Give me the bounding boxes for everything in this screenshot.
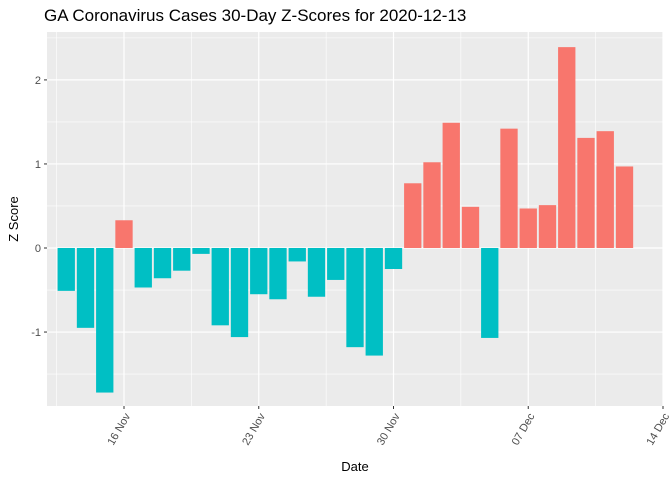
x-tick-label: 07 Dec <box>510 411 538 448</box>
bar <box>173 247 191 271</box>
bar <box>269 247 287 300</box>
bar <box>288 247 306 262</box>
bar <box>461 206 480 248</box>
bar <box>615 166 634 248</box>
y-tick-label: 1 <box>35 159 41 171</box>
bar <box>423 162 441 248</box>
bar <box>519 208 537 248</box>
y-tick-label: -1 <box>31 327 41 339</box>
bar <box>76 247 95 328</box>
x-axis-title: Date <box>341 459 368 474</box>
bar <box>577 137 595 248</box>
x-tick-label: 14 Dec <box>644 411 672 448</box>
bar <box>481 247 499 338</box>
y-tick-label: 0 <box>35 243 41 255</box>
bar <box>500 128 518 248</box>
bar <box>442 122 460 248</box>
x-tick-label: 16 Nov <box>105 411 133 448</box>
bar <box>96 247 114 393</box>
bar <box>384 247 403 270</box>
bar <box>134 247 152 288</box>
y-tick-label: 2 <box>35 75 41 87</box>
bar <box>404 183 422 248</box>
bar <box>596 131 614 248</box>
bar <box>346 247 364 348</box>
bar <box>327 247 345 280</box>
bar <box>250 247 268 295</box>
bar <box>307 247 326 297</box>
x-tick-label: 23 Nov <box>240 411 268 448</box>
bar <box>365 247 383 356</box>
y-axis: -1 0 1 2 <box>31 75 47 339</box>
bars <box>57 47 634 393</box>
bar <box>230 247 249 338</box>
bar <box>153 247 172 279</box>
bar <box>211 247 229 326</box>
bar <box>192 247 210 254</box>
x-axis: 16 Nov 23 Nov 30 Nov 07 Dec 14 Dec <box>105 406 672 448</box>
bar <box>558 47 576 248</box>
bar <box>115 220 133 248</box>
y-axis-title: Z Score <box>6 196 21 242</box>
bar <box>538 205 557 248</box>
x-tick-label: 30 Nov <box>375 411 403 448</box>
chart-title: GA Coronavirus Cases 30-Day Z-Scores for… <box>44 6 467 25</box>
bar <box>57 247 75 291</box>
